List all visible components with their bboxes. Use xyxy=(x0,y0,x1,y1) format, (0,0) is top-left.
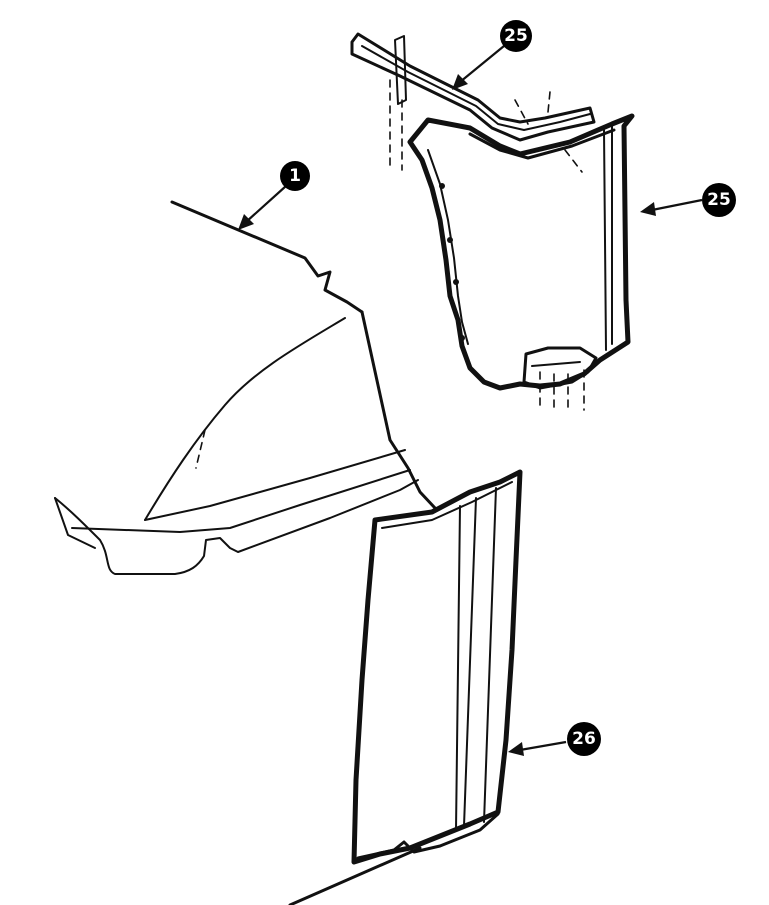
body-panel-belt-line xyxy=(144,449,406,521)
upper-trim-align-3 xyxy=(514,99,529,125)
callout-part-25-top-circle xyxy=(500,20,532,52)
upper-trim-bottom-tab xyxy=(522,346,598,390)
lower-trim-fold-2 xyxy=(463,497,477,827)
lower-trim-bottom-edge xyxy=(356,812,500,860)
callout-part-26-label: 26 xyxy=(572,729,596,749)
upper-trim-bottom-tab-inner xyxy=(531,361,581,367)
lower-trim-fold-3 xyxy=(455,505,461,831)
upper-trim-fold-2 xyxy=(603,129,607,351)
body-panel-pillar-edge xyxy=(360,310,437,510)
upper-trim-clip-2 xyxy=(447,237,453,243)
upper-trim-bracket-inner xyxy=(361,45,591,131)
callout-part-25-arrowhead xyxy=(640,202,656,216)
callout-part-1-label: 1 xyxy=(289,166,301,186)
callout-part-1: 1 xyxy=(238,161,310,230)
callout-part-1-leader xyxy=(245,185,287,223)
callout-part-26-arrowhead xyxy=(508,742,524,756)
upper-trim-pin xyxy=(394,35,407,105)
body-panel-hidden-line xyxy=(195,429,206,469)
callout-part-25-top-arrowhead xyxy=(452,74,468,90)
upper-trim-clip-1 xyxy=(439,183,445,189)
callout-part-25-circle xyxy=(702,183,736,217)
callout-part-25-leader xyxy=(651,198,703,212)
body-panel xyxy=(54,200,437,905)
upper-trim-left-flange xyxy=(427,149,469,345)
lower-trim-fold-1 xyxy=(483,487,497,823)
body-sill-line xyxy=(288,846,422,905)
upper-trim-top-edge xyxy=(468,128,616,160)
upper-trim-clip-4 xyxy=(459,335,465,341)
upper-trim-panel xyxy=(350,32,635,411)
body-panel-inner-curve xyxy=(144,317,346,521)
upper-trim-bracket xyxy=(350,32,596,142)
callout-part-25-top: 25 xyxy=(452,20,532,90)
callout-part-26: 26 xyxy=(508,722,601,756)
callout-part-25-label: 25 xyxy=(707,190,731,210)
upper-trim-align-5 xyxy=(564,149,583,173)
callout-part-25-top-label: 25 xyxy=(504,26,528,46)
callout-part-1-circle xyxy=(280,161,310,191)
upper-trim-align-4 xyxy=(547,91,551,113)
callout-part-25-top-leader xyxy=(459,45,505,83)
body-panel-top-edge xyxy=(170,200,364,314)
body-panel-lower-lip xyxy=(54,479,419,575)
callout-part-26-leader xyxy=(519,740,567,752)
lower-trim-panel xyxy=(351,469,523,865)
callout-part-26-circle xyxy=(567,722,601,756)
callout-part-1-arrowhead xyxy=(238,214,254,230)
body-panel-belt-line-lower xyxy=(71,469,411,533)
lower-trim-top-edge xyxy=(381,481,513,529)
callout-part-25: 25 xyxy=(640,183,736,217)
upper-trim-clip-3 xyxy=(453,279,459,285)
body-panel-left-edge xyxy=(54,497,96,549)
